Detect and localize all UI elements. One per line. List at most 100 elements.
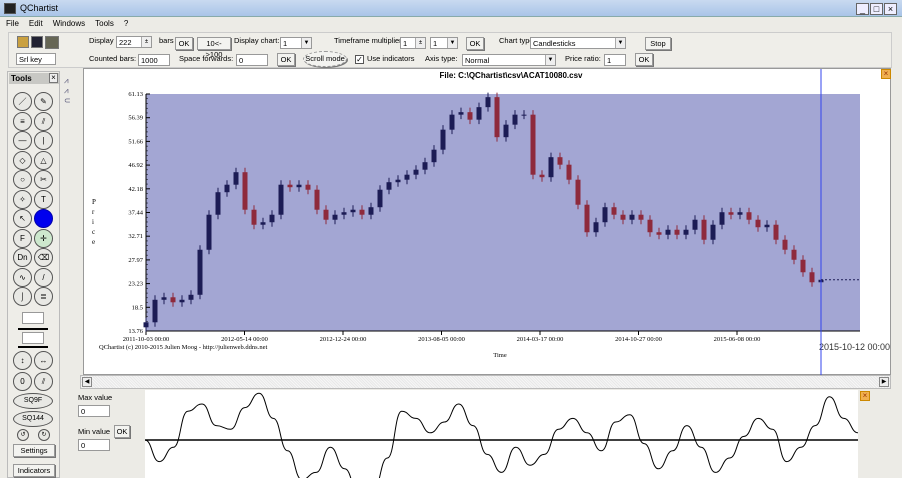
candle: [305, 180, 311, 195]
color-tool-icon[interactable]: [34, 209, 53, 228]
horizontal-scrollbar[interactable]: ◀ ▶: [80, 375, 891, 389]
mode-b-icon[interactable]: ⩘: [64, 86, 69, 95]
close-button[interactable]: ×: [884, 3, 897, 15]
scroll-mode-button[interactable]: Scroll mode: [303, 51, 347, 67]
candle: [332, 210, 338, 225]
scroll-right-button[interactable]: ▶: [879, 377, 889, 387]
max-value-label: Max value: [78, 393, 113, 402]
save-icon[interactable]: [31, 36, 43, 48]
x-tick-label: 2011-10-03 00:00: [123, 336, 170, 343]
scroll-left-button[interactable]: ◀: [82, 377, 92, 387]
line-tool-icon[interactable]: ／: [13, 92, 32, 111]
display-ok-button[interactable]: OK: [175, 37, 193, 50]
ellipse-tool-icon[interactable]: ○: [13, 170, 32, 189]
y-axis-label: Price: [92, 198, 96, 246]
triangle-tool-icon[interactable]: △: [34, 150, 53, 170]
timeframe-value: 1: [403, 39, 408, 48]
pointer-tool-icon[interactable]: ↖: [13, 209, 32, 228]
toggle-10-100-button[interactable]: 10<->100: [197, 37, 231, 59]
candle: [620, 210, 626, 225]
menu-windows[interactable]: Windows: [52, 19, 86, 28]
candle: [809, 267, 815, 287]
timeframe-stepper[interactable]: 1 ±: [400, 37, 426, 49]
indicators-tab[interactable]: Indicators: [13, 464, 55, 477]
open-icon[interactable]: [17, 36, 29, 48]
mode-c-icon[interactable]: ⊂: [64, 96, 71, 105]
candle: [692, 215, 698, 235]
display-bars-stepper[interactable]: 222 ±: [116, 36, 152, 48]
x-tick-label: 2013-08-05 00:00: [418, 336, 465, 343]
close-chart-icon[interactable]: ×: [881, 69, 891, 79]
candle: [314, 185, 320, 215]
crosshair-tool-icon[interactable]: ✧: [13, 189, 32, 209]
text-tool-icon[interactable]: T: [34, 189, 53, 209]
candle: [530, 110, 536, 180]
menu-tools[interactable]: Tools: [95, 19, 114, 28]
line-width-box[interactable]: [22, 332, 44, 344]
space-ok-button[interactable]: OK: [277, 53, 295, 66]
candle: [143, 317, 149, 332]
curve-tool-icon[interactable]: ⌡: [13, 287, 32, 306]
timeframe-ok-button[interactable]: OK: [466, 37, 484, 50]
maximize-button[interactable]: □: [870, 3, 883, 15]
price-ratio-field[interactable]: 1: [604, 54, 626, 66]
chevron-down-icon: ▼: [301, 38, 311, 48]
use-indicators-checkbox[interactable]: ✓: [355, 55, 364, 64]
f-tool-icon[interactable]: F: [13, 228, 32, 248]
candlestick-chart[interactable]: File: C:\QChartist\csv\ACAT10080.csv QCh…: [84, 69, 892, 376]
move-tool-icon[interactable]: ✛: [34, 228, 53, 248]
parallel-lines-icon[interactable]: ⫽: [34, 372, 53, 391]
mode-a-icon[interactable]: ⩘: [64, 76, 69, 85]
parallel-tool-icon[interactable]: ⫽: [34, 111, 53, 131]
scissors-tool-icon[interactable]: ✂: [34, 170, 53, 189]
settings-button[interactable]: Settings: [13, 444, 55, 457]
space-forwards-field[interactable]: 0: [236, 54, 268, 66]
sq9f-button[interactable]: SQ9F: [13, 393, 53, 409]
list-tool-icon[interactable]: ≣: [34, 287, 53, 306]
minimize-button[interactable]: _: [856, 3, 869, 15]
chart-type-select[interactable]: Candlesticks ▼: [530, 37, 626, 49]
chart-type-value: Candlesticks: [533, 39, 576, 48]
tools-close-button[interactable]: ×: [49, 73, 58, 83]
horizontal-arrows-icon[interactable]: ↔: [34, 351, 53, 370]
counted-bars-field[interactable]: 1000: [138, 54, 170, 66]
candle: [323, 205, 329, 225]
pencil-tool-icon[interactable]: ✎: [34, 92, 53, 111]
max-value-field[interactable]: 0: [78, 405, 110, 417]
vertical-arrows-icon[interactable]: ↕: [13, 351, 32, 370]
slash-tool-icon[interactable]: /: [34, 267, 53, 287]
hline-tool-icon[interactable]: —: [13, 131, 32, 150]
menu-help[interactable]: ?: [123, 19, 129, 28]
fib-lines-tool-icon[interactable]: ≡: [13, 111, 32, 131]
close-indicator-icon[interactable]: ×: [860, 391, 870, 401]
sq144-button[interactable]: SQ144: [13, 411, 53, 427]
menu-file[interactable]: File: [6, 19, 19, 28]
axis-type-select[interactable]: Normal ▼: [462, 54, 556, 66]
stop-button[interactable]: Stop: [645, 37, 671, 50]
line-style-box[interactable]: [22, 312, 44, 324]
dn-tool-icon[interactable]: Dn: [13, 248, 32, 267]
y-tick-label: 27.97: [128, 257, 143, 264]
zero-icon[interactable]: 0: [13, 372, 32, 391]
stepper-icon[interactable]: ±: [141, 37, 151, 47]
serial-key-field[interactable]: Srl key: [16, 53, 56, 65]
y-label-letter: e: [92, 238, 95, 246]
timeframe-select[interactable]: 1 ▼: [430, 37, 458, 49]
candle: [683, 225, 689, 240]
screenshot-icon[interactable]: [45, 36, 59, 49]
display-chart-select[interactable]: 1 ▼: [280, 37, 312, 49]
price-ratio-ok-button[interactable]: OK: [635, 53, 653, 66]
candle: [575, 175, 581, 210]
eraser-tool-icon[interactable]: ⌫: [34, 248, 53, 267]
menu-edit[interactable]: Edit: [28, 19, 43, 28]
stepper-icon[interactable]: ±: [415, 38, 425, 48]
candle: [800, 255, 806, 277]
rectangle-tool-icon[interactable]: ◇: [13, 150, 32, 170]
sine-tool-icon[interactable]: ∿: [13, 267, 32, 287]
indicator-ok-button[interactable]: OK: [114, 425, 130, 438]
rotate-left-icon[interactable]: ↺: [17, 429, 29, 441]
vline-tool-icon[interactable]: |: [34, 131, 53, 150]
rotate-right-icon[interactable]: ↻: [38, 429, 50, 441]
candle: [503, 120, 509, 142]
min-value-field[interactable]: 0: [78, 439, 110, 451]
